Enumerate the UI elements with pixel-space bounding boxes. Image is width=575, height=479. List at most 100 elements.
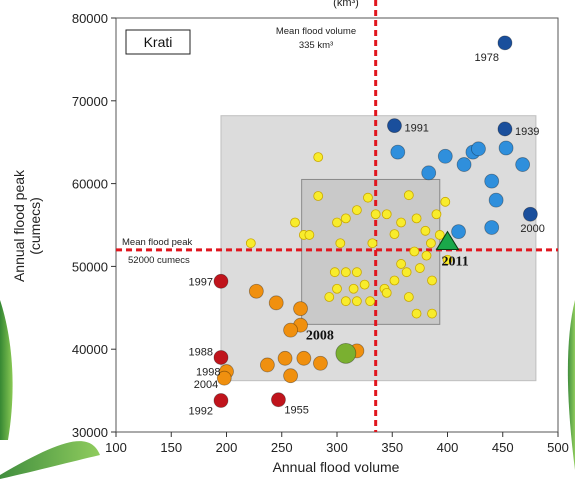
data-point-medium bbox=[304, 230, 315, 240]
data-point-high bbox=[421, 165, 437, 181]
point-label-1991: 1991 bbox=[404, 123, 428, 135]
data-point-low bbox=[248, 283, 264, 299]
x-axis-title: Annual flood volume bbox=[273, 459, 400, 475]
y-tick-label: 50000 bbox=[72, 259, 108, 274]
y-axis-unit: (cumecs) bbox=[27, 197, 43, 255]
data-point-medium bbox=[396, 259, 406, 269]
data-point-medium bbox=[313, 191, 324, 201]
data-point-medium bbox=[389, 229, 400, 240]
data-point-high bbox=[437, 148, 453, 164]
y-tick-label: 70000 bbox=[72, 94, 108, 109]
data-point-medium bbox=[396, 217, 406, 228]
data-point-medium bbox=[340, 296, 351, 307]
data-point-medium bbox=[427, 275, 437, 286]
data-point-medium bbox=[403, 292, 414, 302]
data-point-extreme-low bbox=[213, 273, 229, 289]
data-point-medium bbox=[403, 190, 414, 201]
data-point-medium bbox=[389, 275, 400, 286]
data-point-medium bbox=[359, 279, 370, 290]
data-point-medium bbox=[363, 192, 373, 203]
x-tick-label: 300 bbox=[326, 440, 348, 455]
data-point-extreme-high bbox=[387, 118, 402, 134]
data-point-high bbox=[390, 144, 406, 160]
data-point-extreme-low bbox=[271, 392, 286, 408]
data-point-medium bbox=[351, 296, 362, 307]
top-partial-label: (km³) bbox=[333, 0, 359, 9]
point-label-1955: 1955 bbox=[284, 405, 308, 417]
data-point-medium bbox=[348, 283, 359, 294]
data-point-high bbox=[498, 140, 514, 156]
data-point-medium bbox=[409, 246, 420, 257]
data-point-extreme-high bbox=[522, 206, 538, 222]
data-point-medium bbox=[329, 267, 340, 278]
point-label-2011: 2011 bbox=[442, 255, 469, 270]
data-point-high bbox=[484, 220, 500, 235]
data-point-low bbox=[296, 350, 312, 366]
y-tick-label: 60000 bbox=[72, 177, 108, 192]
y-tick-label: 40000 bbox=[72, 342, 108, 357]
x-tick-label: 450 bbox=[492, 440, 514, 455]
x-tick-label: 500 bbox=[547, 440, 569, 455]
y-tick-label: 30000 bbox=[72, 425, 108, 440]
data-point-medium bbox=[414, 263, 425, 273]
x-tick-label: 150 bbox=[160, 440, 182, 455]
data-point-high bbox=[471, 141, 486, 157]
data-point-low bbox=[283, 368, 298, 384]
point-label-1998: 1998 bbox=[196, 367, 220, 379]
mean-peak-sublabel: 52000 cumecs bbox=[128, 255, 190, 266]
data-point-medium bbox=[434, 230, 445, 240]
data-point-medium bbox=[421, 250, 432, 261]
data-point-medium bbox=[335, 238, 346, 249]
data-point-medium bbox=[340, 213, 351, 224]
mean-volume-sublabel: 335 km³ bbox=[299, 40, 333, 51]
y-axis-title: Annual flood peak bbox=[11, 169, 27, 282]
data-point-medium bbox=[245, 238, 256, 249]
point-label-1992: 1992 bbox=[188, 406, 212, 418]
point-label-2004: 2004 bbox=[194, 379, 218, 391]
x-tick-label: 200 bbox=[216, 440, 238, 455]
data-point-medium bbox=[365, 296, 376, 307]
data-point-medium bbox=[426, 238, 436, 249]
decorative-leaf-left bbox=[0, 300, 13, 440]
chart-title: Krati bbox=[144, 34, 173, 50]
data-point-medium bbox=[370, 209, 381, 220]
x-tick-label: 400 bbox=[437, 440, 459, 455]
data-point-low bbox=[268, 295, 284, 311]
data-point-medium bbox=[340, 267, 351, 278]
y-tick-label: 80000 bbox=[72, 11, 108, 26]
mean-volume-label: Mean flood volume bbox=[276, 26, 356, 37]
data-point-high bbox=[488, 192, 504, 208]
data-point-extreme-high bbox=[497, 35, 513, 51]
data-point-low bbox=[216, 370, 232, 386]
data-point-highlight-2011 bbox=[435, 230, 460, 251]
data-point-medium bbox=[427, 308, 437, 319]
point-label-1978: 1978 bbox=[474, 52, 498, 64]
data-point-medium bbox=[440, 196, 451, 207]
data-point-highlight-2008 bbox=[335, 342, 357, 364]
x-tick-label: 350 bbox=[381, 440, 403, 455]
point-label-2008: 2008 bbox=[306, 328, 334, 343]
data-point-medium bbox=[351, 205, 362, 215]
data-point-medium bbox=[381, 287, 392, 298]
data-point-high bbox=[484, 173, 500, 189]
data-point-medium bbox=[442, 254, 453, 265]
data-point-medium bbox=[431, 209, 442, 220]
data-point-medium bbox=[290, 217, 300, 228]
data-point-medium bbox=[332, 217, 342, 228]
data-point-medium bbox=[332, 283, 342, 294]
data-point-low bbox=[277, 350, 293, 366]
data-point-high bbox=[451, 224, 466, 240]
data-point-medium bbox=[324, 292, 335, 302]
data-point-low bbox=[283, 322, 298, 338]
data-point-medium bbox=[381, 209, 392, 220]
data-point-low bbox=[259, 357, 275, 373]
data-point-extreme-low bbox=[213, 393, 229, 408]
data-point-high bbox=[515, 157, 531, 172]
x-tick-label: 250 bbox=[271, 440, 293, 455]
data-point-medium bbox=[367, 238, 378, 249]
data-point-medium bbox=[313, 152, 324, 163]
decorative-leaf-right bbox=[567, 300, 575, 470]
data-point-medium bbox=[420, 225, 431, 236]
data-point-extreme-high bbox=[497, 121, 513, 137]
